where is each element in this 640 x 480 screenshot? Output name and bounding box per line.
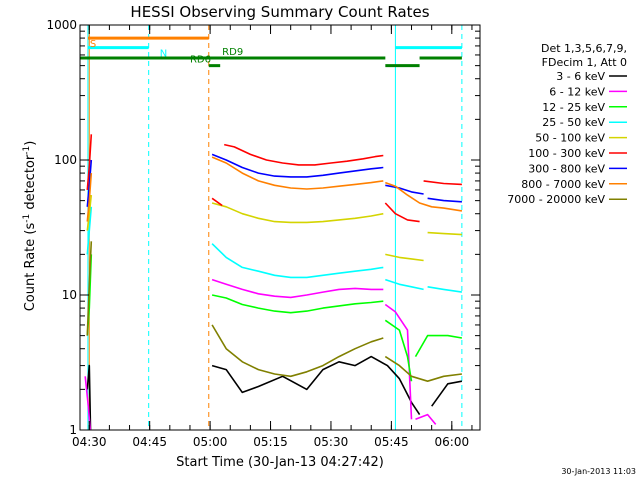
series-8-segment-3 bbox=[385, 181, 463, 212]
y-tick-label-3: 100 bbox=[54, 153, 77, 167]
y-axis-label-sup2: -1 bbox=[22, 146, 32, 155]
legend-label-7: 300 - 800 keV bbox=[528, 162, 605, 175]
legend-label-6: 100 - 300 keV bbox=[528, 147, 605, 160]
legend-header-2: FDecim 1, Att 0 bbox=[542, 56, 627, 69]
legend-label-2: 6 - 12 keV bbox=[549, 85, 605, 98]
series-6-segment-2 bbox=[211, 197, 223, 207]
series-4-segment-1 bbox=[86, 206, 93, 255]
series-2-segment-1 bbox=[84, 376, 92, 430]
series-8-segment-1 bbox=[86, 173, 93, 222]
plot-content bbox=[80, 25, 463, 430]
series-1-segment-2 bbox=[211, 355, 421, 416]
legend-label-4: 25 - 50 keV bbox=[542, 116, 605, 129]
series-1-segment-1 bbox=[86, 364, 92, 430]
plot-area: S N RD9 RD6 bbox=[80, 25, 463, 430]
x-tick-label-3: 05:00 bbox=[193, 435, 228, 449]
chart-title: HESSI Observing Summary Count Rates bbox=[130, 3, 429, 21]
series-5-segment-4 bbox=[427, 231, 462, 236]
series-6-segment-3 bbox=[224, 143, 384, 166]
series-2-segment-2 bbox=[211, 278, 384, 299]
series-8-segment-2 bbox=[211, 156, 384, 190]
series-3-segment-4 bbox=[414, 334, 463, 357]
series-7-segment-2 bbox=[211, 153, 384, 178]
series-1-segment-3 bbox=[431, 380, 463, 407]
y-axis-label-mid: detector bbox=[23, 154, 38, 214]
flag-label-rd6: RD6 bbox=[190, 55, 211, 66]
x-axis-label: Start Time (30-Jan-13 04:27:42) bbox=[176, 455, 384, 470]
series-9-segment-2 bbox=[211, 324, 384, 378]
x-tick-label-2: 04:45 bbox=[132, 435, 167, 449]
axes: 1 10 100 1000 04:30 04:45 05:00 05:15 05:30 05:45… bbox=[46, 18, 481, 449]
series-5-segment-1 bbox=[86, 195, 93, 231]
series-2-segment-4 bbox=[415, 413, 437, 425]
x-tick-label-4: 05:15 bbox=[253, 435, 288, 449]
y-axis-label: Count Rate (s-1 detector-1) bbox=[22, 141, 38, 312]
series-9-segment-1 bbox=[86, 241, 93, 336]
series-9-segment-3 bbox=[384, 355, 463, 383]
series-3-segment-3 bbox=[384, 319, 413, 382]
x-tick-label-5: 05:30 bbox=[314, 435, 349, 449]
plot-frame bbox=[79, 24, 481, 431]
y-tick-label-1: 1 bbox=[69, 423, 77, 437]
series-7-segment-1 bbox=[86, 159, 93, 207]
flag-label-n: N bbox=[160, 49, 167, 60]
legend-label-5: 50 - 100 keV bbox=[535, 132, 605, 145]
y-axis-label-end: ) bbox=[23, 141, 38, 146]
legend-label-1: 3 - 6 keV bbox=[556, 70, 605, 83]
legend-header-1: Det 1,3,5,6,7,9, bbox=[541, 42, 627, 55]
series-4-segment-3 bbox=[385, 278, 424, 291]
legend-label-8: 800 - 7000 keV bbox=[521, 178, 605, 191]
x-tick-label-6: 05:45 bbox=[374, 435, 409, 449]
legend-label-9: 7000 - 20000 keV bbox=[507, 193, 605, 206]
x-tick-label-1: 04:30 bbox=[72, 435, 107, 449]
date-stamp: 30-Jan-2013 11:03 bbox=[561, 467, 636, 476]
y-tick-label-4: 1000 bbox=[46, 18, 77, 32]
series-6-segment-4 bbox=[384, 202, 420, 223]
flag-label-s: S bbox=[90, 39, 96, 50]
y-axis-label-main: Count Rate (s bbox=[23, 223, 38, 312]
x-tick-label-7: 06:00 bbox=[435, 435, 470, 449]
series-6-segment-1 bbox=[86, 134, 93, 190]
legend-label-3: 12 - 25 keV bbox=[542, 101, 605, 114]
series-4-segment-4 bbox=[427, 286, 463, 293]
series-7-segment-3 bbox=[385, 184, 424, 195]
legend: Det 1,3,5,6,7,9,FDecim 1, Att 03 - 6 keV… bbox=[507, 42, 627, 206]
series-5-segment-2 bbox=[211, 202, 384, 224]
flag-label-rd9: RD9 bbox=[222, 47, 243, 58]
series-5-segment-3 bbox=[385, 253, 424, 262]
series-6-segment-5 bbox=[423, 180, 462, 186]
y-tick-label-2: 10 bbox=[62, 288, 77, 302]
series-7-segment-4 bbox=[427, 197, 462, 203]
series-3-segment-2 bbox=[211, 294, 384, 314]
y-axis-label-sup1: -1 bbox=[22, 214, 32, 223]
series-4-segment-2 bbox=[211, 243, 384, 279]
